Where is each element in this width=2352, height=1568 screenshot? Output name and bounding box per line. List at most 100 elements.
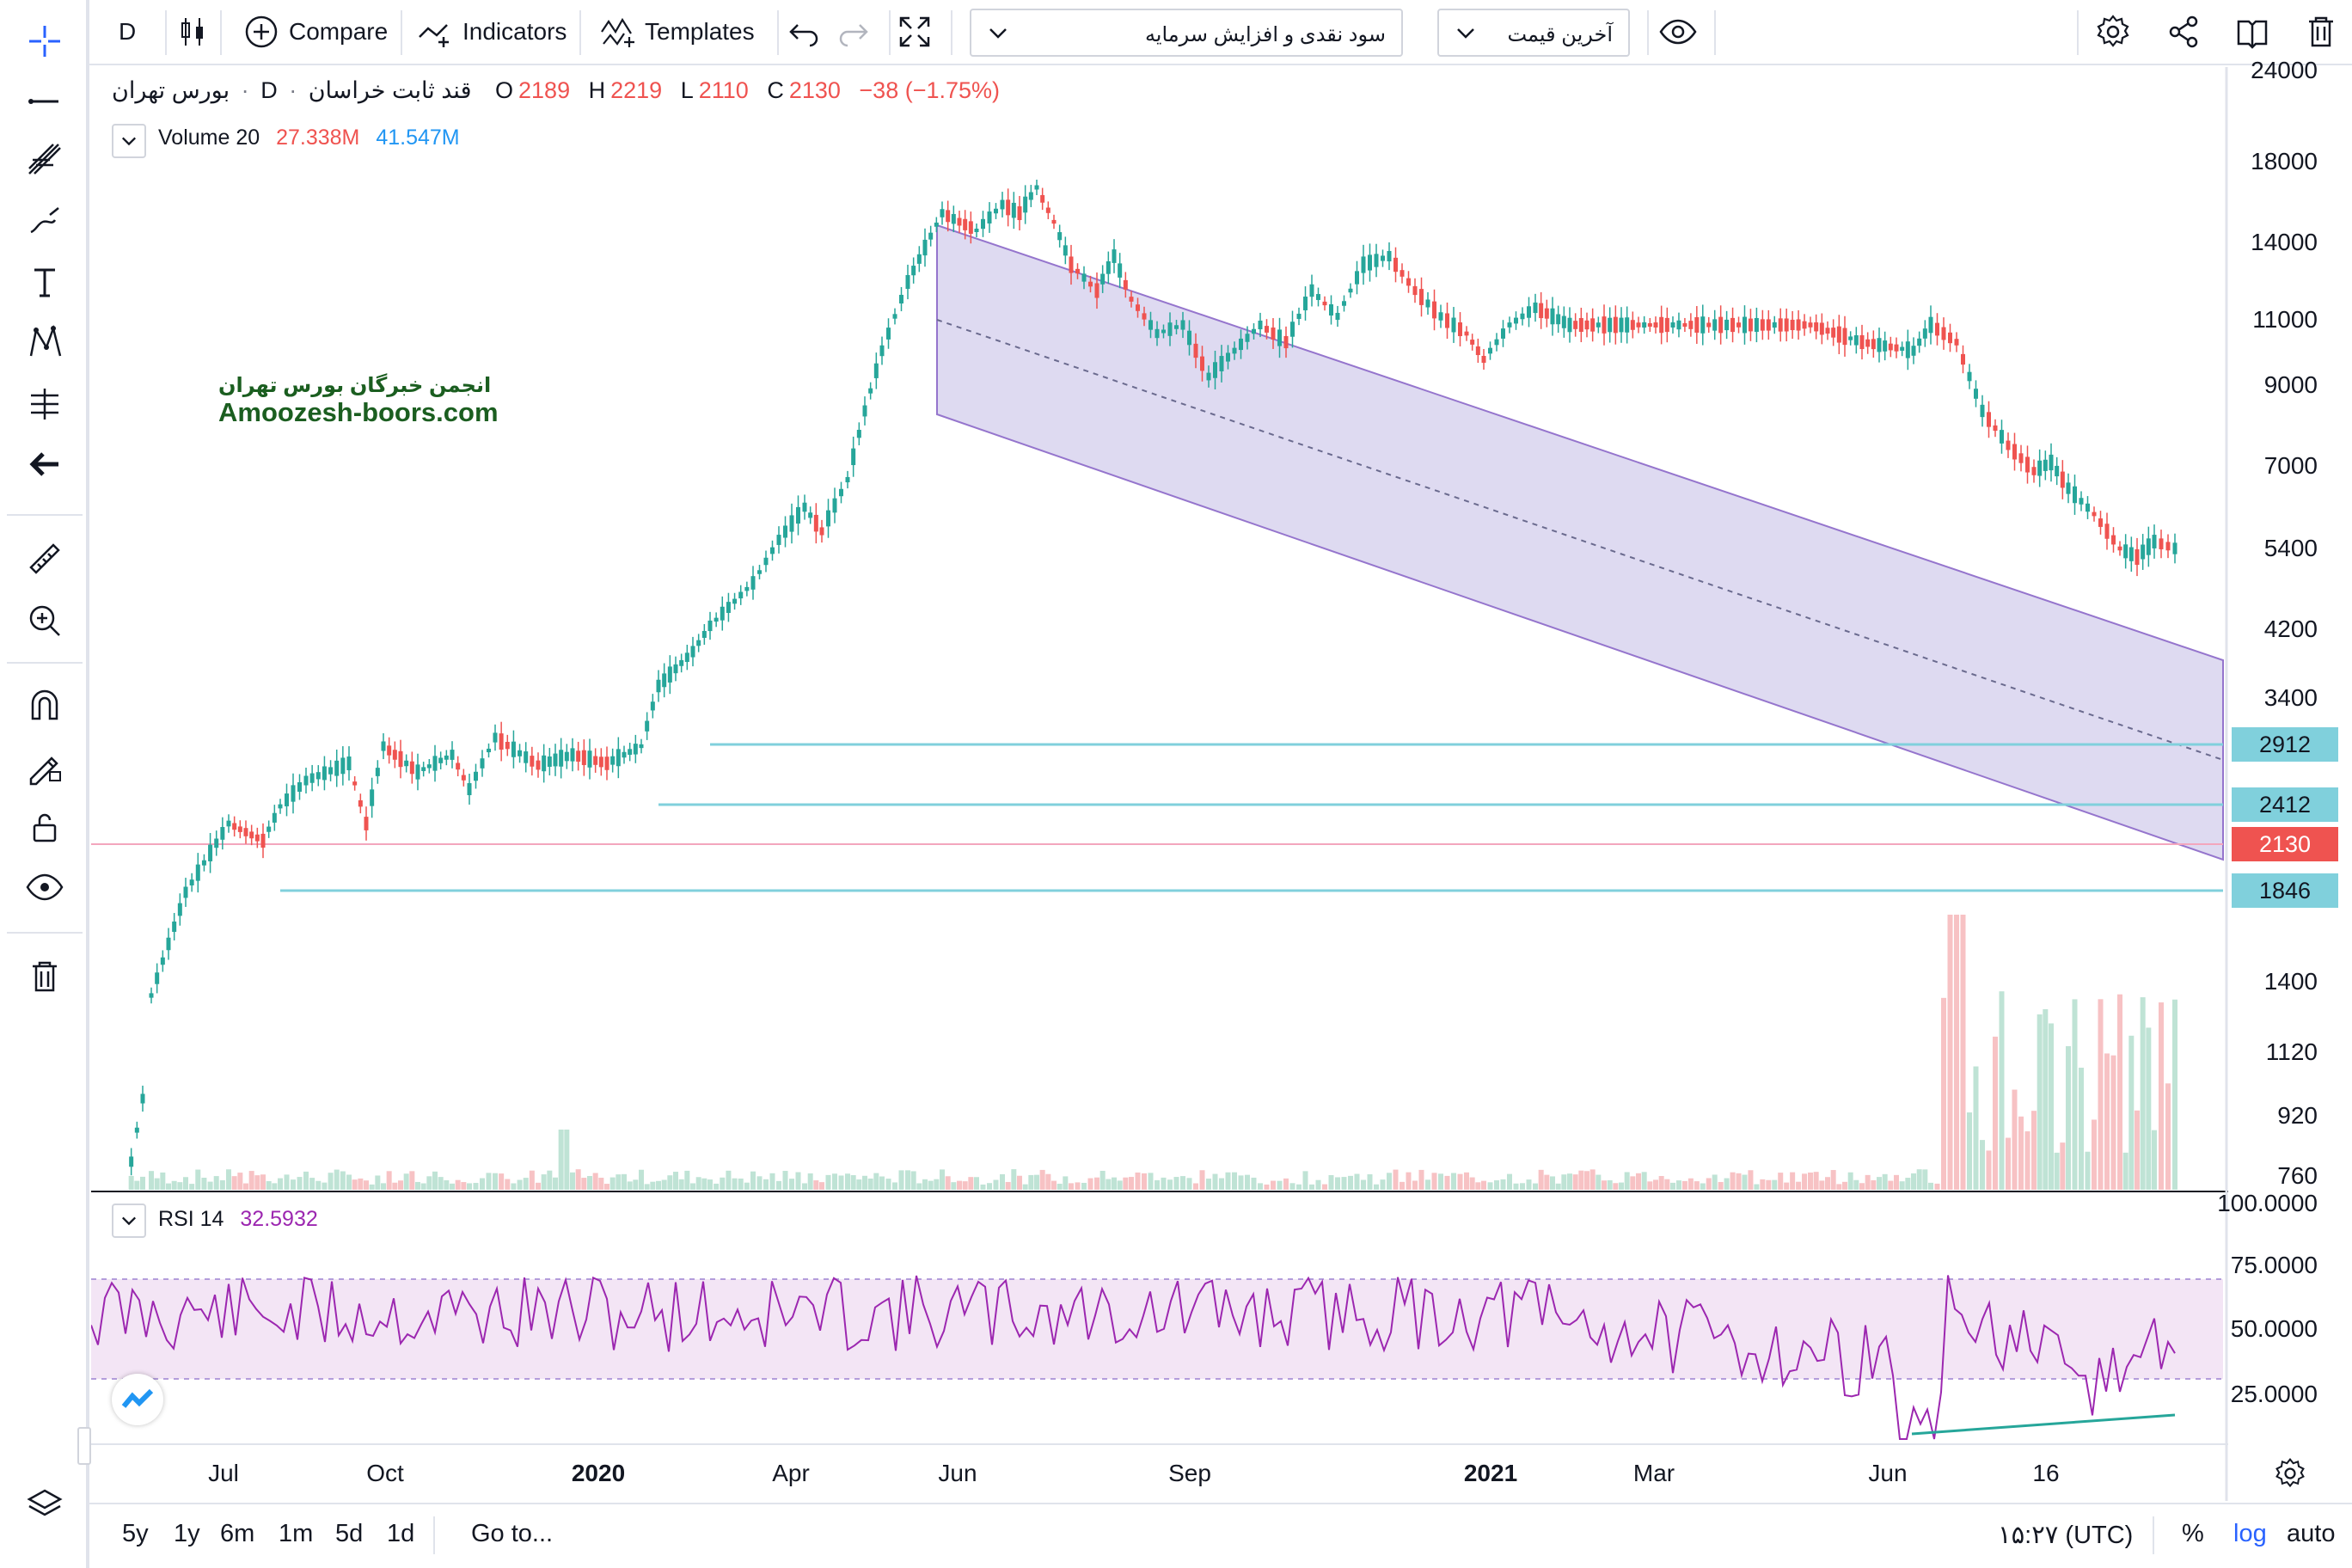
volume-bar	[1380, 1179, 1386, 1190]
price-label-2912[interactable]: 2912	[2232, 727, 2338, 762]
candle	[334, 760, 340, 776]
trend-line-icon[interactable]	[14, 72, 76, 127]
trash-icon[interactable]	[14, 949, 76, 1004]
volume-bar	[1842, 1181, 1847, 1190]
settings-gear-icon[interactable]	[2094, 5, 2132, 58]
prediction-icon[interactable]	[14, 377, 76, 432]
candle	[1819, 322, 1824, 335]
templates-button[interactable]: Templates	[598, 5, 755, 58]
volume-bar	[1335, 1177, 1340, 1190]
volume-bar	[1129, 1177, 1134, 1190]
price-source-dropdown[interactable]: آخرین قیمت	[1437, 9, 1630, 57]
candle	[2079, 498, 2084, 505]
ruler-icon[interactable]	[14, 531, 76, 586]
candle	[868, 388, 873, 394]
volume-bar	[1647, 1181, 1653, 1190]
descending-channel[interactable]	[936, 224, 2224, 861]
redo-icon[interactable]	[834, 5, 872, 58]
volume-bar	[1584, 1171, 1589, 1190]
undo-icon[interactable]	[786, 5, 824, 58]
rsi-divergence-line[interactable]	[1911, 1413, 2176, 1436]
indicators-button[interactable]: Indicators	[416, 5, 567, 58]
candle	[1232, 347, 1237, 354]
pattern-icon[interactable]	[14, 315, 76, 370]
volume-bar	[1947, 915, 1953, 1190]
layers-icon[interactable]	[14, 1477, 76, 1532]
volume-bar	[473, 1183, 479, 1190]
range-6m[interactable]: 6m	[220, 1520, 255, 1547]
candle	[2172, 542, 2177, 554]
volume-bar	[951, 1182, 957, 1190]
candle	[1659, 316, 1664, 334]
log-toggle[interactable]: log	[2233, 1520, 2267, 1547]
tradingview-logo[interactable]	[112, 1374, 163, 1425]
volume-bar	[1589, 1169, 1596, 1190]
share-icon[interactable]	[2165, 5, 2202, 58]
candle	[1219, 356, 1224, 371]
volume-bar	[1322, 1184, 1327, 1190]
candle	[1917, 338, 1922, 346]
volume-bar	[553, 1177, 558, 1190]
candle	[1520, 313, 1525, 320]
candle	[201, 860, 206, 866]
delete-icon[interactable]	[2302, 5, 2340, 58]
candle	[480, 758, 485, 769]
price-chart[interactable]	[91, 67, 2228, 1501]
goto-button[interactable]: Go to...	[471, 1520, 554, 1547]
volume-bar	[1905, 1178, 1911, 1190]
zoom-in-icon[interactable]	[14, 593, 76, 648]
volume-bar	[690, 1183, 695, 1190]
candle	[1954, 339, 1959, 346]
text-icon[interactable]	[14, 254, 76, 309]
volume-bar	[517, 1179, 523, 1190]
percent-toggle[interactable]: %	[2182, 1520, 2204, 1547]
clock[interactable]: ۱۵:۲۷ (UTC)	[1998, 1522, 2134, 1549]
eye-icon[interactable]	[14, 860, 76, 915]
volume-bar	[1425, 1179, 1430, 1190]
volume-bar	[243, 1183, 248, 1190]
volume-bar	[1748, 1170, 1754, 1190]
back-arrow-icon[interactable]	[14, 437, 76, 492]
candle	[802, 502, 807, 512]
legend-collapse-button[interactable]	[112, 124, 146, 158]
magnet-icon[interactable]	[14, 677, 76, 732]
volume-bar	[1899, 1181, 1905, 1190]
compare-button[interactable]: Compare	[242, 5, 388, 58]
time-tick: 16	[2032, 1460, 2060, 1486]
publish-idea-icon[interactable]	[2233, 5, 2271, 58]
candle	[303, 775, 309, 786]
axis-settings-gear-icon[interactable]	[2273, 1456, 2311, 1494]
volume-bar	[1658, 1176, 1664, 1190]
range-5y[interactable]: 5y	[122, 1520, 149, 1547]
range-1d[interactable]: 1d	[387, 1520, 415, 1547]
volume-bar	[1028, 1174, 1034, 1190]
crosshair-icon[interactable]	[14, 14, 76, 69]
fib-retracement-icon[interactable]	[14, 132, 76, 187]
range-5d[interactable]: 5d	[335, 1520, 364, 1547]
dividends-dropdown[interactable]: سود نقدی و افزایش سرمایه	[970, 9, 1403, 57]
candle	[1063, 245, 1068, 256]
candle	[934, 222, 939, 227]
range-1y[interactable]: 1y	[174, 1520, 200, 1547]
price-label-2412[interactable]: 2412	[2232, 787, 2338, 822]
eye-toggle-icon[interactable]	[1659, 5, 1697, 58]
range-1m[interactable]: 1m	[279, 1520, 314, 1547]
price-label-1846[interactable]: 1846	[2232, 873, 2338, 908]
lock-drawings-icon[interactable]	[14, 738, 76, 793]
candles-style-icon[interactable]	[174, 5, 211, 58]
interval-button[interactable]: D	[119, 18, 137, 45]
rsi-collapse-button[interactable]	[112, 1204, 146, 1238]
volume-bar	[160, 1172, 166, 1190]
candle	[438, 757, 444, 763]
fullscreen-icon[interactable]	[896, 5, 934, 58]
volume-bar	[644, 1184, 650, 1190]
volume-bar	[134, 1180, 140, 1190]
price-label-last[interactable]: 2130	[2232, 827, 2338, 861]
volume-bar	[536, 1182, 541, 1190]
brush-icon[interactable]	[14, 193, 76, 248]
legend-symbol: قند ثابت خراسان	[308, 77, 472, 103]
volume-bar	[2006, 1137, 2011, 1190]
auto-toggle[interactable]: auto	[2287, 1520, 2336, 1547]
unlock-icon[interactable]	[14, 799, 76, 854]
sidebar-collapse-handle[interactable]	[77, 1427, 91, 1465]
